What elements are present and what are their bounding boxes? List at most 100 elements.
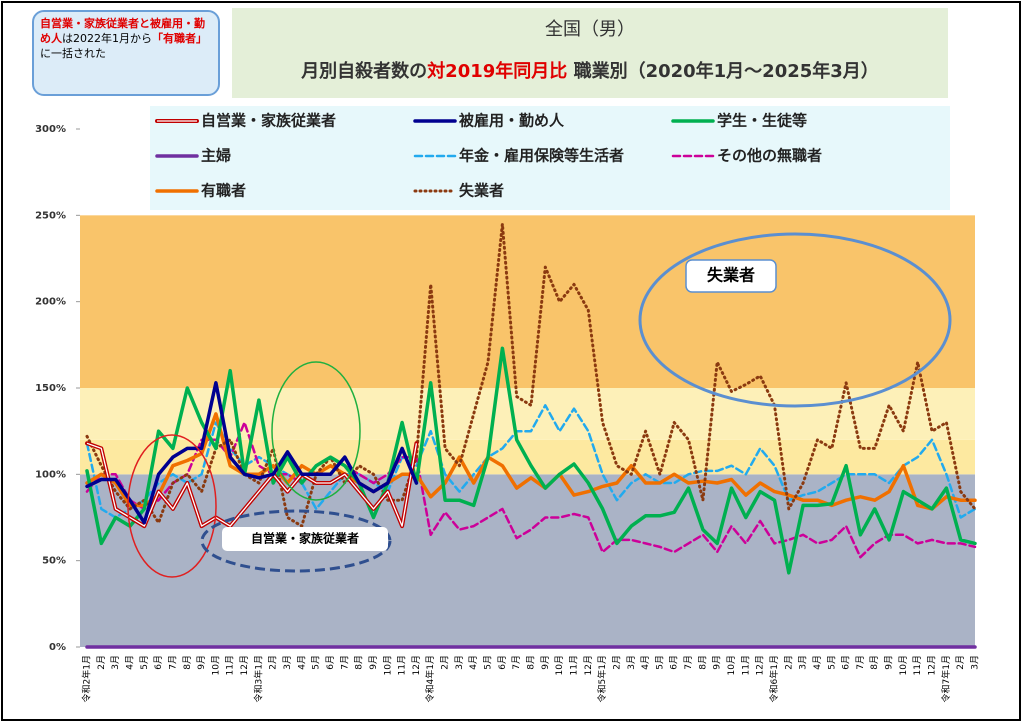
- note-part: に一括された: [40, 47, 106, 60]
- legend-box: [150, 106, 950, 210]
- y-tick-label: 100%: [35, 469, 66, 480]
- x-tick-label: 9月: [712, 655, 723, 670]
- axes: 0%50%100%150%200%250%300%令和2年1月 2月 3月 4月 5月 6…: [35, 124, 980, 702]
- x-tick-label: 令和7年1月: [940, 655, 952, 702]
- x-tick-label: 6月: [325, 655, 336, 670]
- y-tick-label: 200%: [35, 297, 66, 308]
- annotation-box: [222, 527, 388, 551]
- x-tick-label: 2月: [783, 655, 794, 670]
- x-tick-label: 8月: [526, 655, 537, 670]
- series-line-inner: [86, 442, 418, 527]
- x-tick-label: 10月: [382, 655, 393, 675]
- y-tick-label: 250%: [35, 210, 66, 221]
- x-tick-label: 10月: [554, 655, 565, 675]
- x-tick-label: 4月: [812, 655, 823, 670]
- x-tick-label: 2月: [96, 655, 107, 670]
- x-tick-label: 3月: [282, 655, 293, 670]
- x-tick-label: 10月: [210, 655, 221, 675]
- subtitle-part: 月別自殺者数の: [300, 60, 427, 82]
- chart-subtitle: 月別自殺者数の対2019年同月比 職業別（2020年1月～2025年3月）: [300, 60, 879, 82]
- x-tick-label: 9月: [196, 655, 207, 670]
- note-part: 「有職者」: [152, 32, 207, 45]
- x-tick-label: 11月: [397, 655, 408, 675]
- x-tick-label: 4月: [640, 655, 651, 670]
- x-tick-label: 7月: [511, 655, 522, 670]
- subtitle-part: 対2019年同月比: [426, 60, 567, 82]
- legend-label: 自営業・家族従業者: [201, 112, 336, 130]
- annotation: 自営業・家族従業者: [251, 531, 359, 546]
- x-tick-label: 12月: [239, 655, 250, 675]
- x-tick-label: 12月: [927, 655, 938, 675]
- x-tick-label: 令和3年1月: [252, 655, 264, 702]
- x-tick-label: 8月: [354, 655, 365, 670]
- annotation: 失業者: [707, 266, 755, 285]
- legend-label: その他の無職者: [717, 147, 822, 165]
- x-tick-label: 8月: [182, 655, 193, 670]
- x-tick-label: 3月: [454, 655, 465, 670]
- x-tick-label: 12月: [755, 655, 766, 675]
- y-tick-label: 150%: [35, 383, 66, 394]
- x-tick-label: 5月: [654, 655, 665, 670]
- x-tick-label: 4月: [124, 655, 135, 670]
- x-tick-label: 7月: [683, 655, 694, 670]
- x-tick-label: 11月: [740, 655, 751, 675]
- legend-label: 主婦: [201, 147, 231, 165]
- x-tick-label: 5月: [826, 655, 837, 670]
- note-part: 自営業・家族従業者と被雇用・勤め人: [40, 17, 205, 45]
- y-tick-label: 50%: [42, 556, 66, 567]
- x-tick-label: 4月: [468, 655, 479, 670]
- x-tick-label: 4月: [296, 655, 307, 670]
- annotation-box: [685, 259, 777, 293]
- x-tick-label: 6月: [841, 655, 852, 670]
- legend-label: 有職者: [201, 182, 246, 200]
- x-tick-label: 2月: [955, 655, 966, 670]
- x-tick-label: 5月: [139, 655, 150, 670]
- series-line: [85, 346, 977, 575]
- x-tick-label: 11月: [225, 655, 236, 675]
- x-tick-label: 3月: [798, 655, 809, 670]
- highlight-ellipse: [200, 509, 392, 573]
- x-tick-label: 6月: [497, 655, 508, 670]
- x-tick-label: 3月: [110, 655, 121, 670]
- y-tick-label: 0%: [49, 642, 66, 653]
- legend-label: 被雇用・勤め人: [459, 112, 565, 130]
- x-tick-label: 2月: [268, 655, 279, 670]
- x-tick-label: 9月: [540, 655, 551, 670]
- band: [80, 215, 975, 388]
- highlight-ellipse: [127, 434, 217, 578]
- x-tick-label: 7月: [339, 655, 350, 670]
- x-tick-label: 2月: [440, 655, 451, 670]
- x-tick-label: 11月: [568, 655, 579, 675]
- x-tick-label: 6月: [669, 655, 680, 670]
- series-line: [85, 222, 977, 528]
- x-tick-label: 10月: [726, 655, 737, 675]
- x-tick-label: 7月: [167, 655, 178, 670]
- x-tick-label: 令和6年1月: [768, 655, 780, 702]
- series-line: [85, 381, 419, 525]
- subtitle-part: 職業別（2020年1月～2025年3月）: [567, 60, 879, 82]
- legend-label: 年金・雇用保険等生活者: [459, 147, 624, 165]
- x-tick-label: 12月: [583, 655, 594, 675]
- x-tick-label: 7月: [855, 655, 866, 670]
- x-tick-label: 令和4年1月: [424, 655, 436, 702]
- x-tick-label: 9月: [368, 655, 379, 670]
- x-tick-label: 令和5年1月: [596, 655, 608, 702]
- highlight-ellipse: [638, 232, 952, 408]
- x-tick-label: 6月: [153, 655, 164, 670]
- x-tick-label: 8月: [869, 655, 880, 670]
- x-tick-label: 10月: [898, 655, 909, 675]
- note-part: は2022年1月から: [62, 32, 152, 45]
- band: [80, 474, 975, 647]
- note: 自営業・家族従業者と被雇用・勤め人は2022年1月から「有職者」に一括された: [32, 10, 220, 96]
- legend-label: 学生・生徒等: [717, 112, 807, 130]
- x-tick-label: 8月: [697, 655, 708, 670]
- x-tick-label: 5月: [483, 655, 494, 670]
- chart-title: 全国（男）: [545, 19, 635, 40]
- x-tick-label: 12月: [411, 655, 422, 675]
- x-tick-label: 11月: [912, 655, 923, 675]
- x-tick-label: 5月: [311, 655, 322, 670]
- x-tick-label: 令和2年1月: [81, 655, 93, 702]
